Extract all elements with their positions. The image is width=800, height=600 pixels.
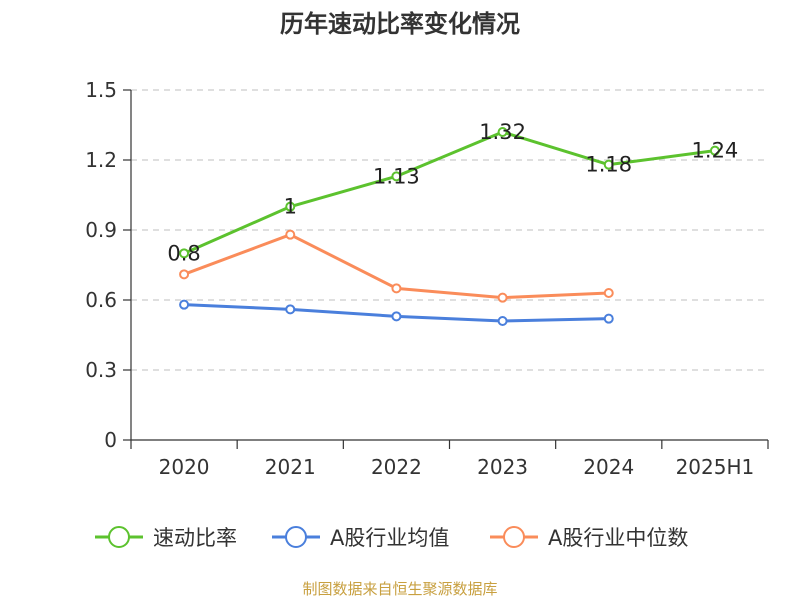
data-point bbox=[179, 269, 190, 280]
data-label: 0.8 bbox=[167, 241, 200, 265]
data-point bbox=[709, 145, 720, 156]
y-tick-label: 1.2 bbox=[85, 148, 117, 172]
data-label: 1.18 bbox=[585, 153, 632, 177]
data-point bbox=[497, 316, 508, 326]
data-label: 1.13 bbox=[373, 164, 420, 188]
x-tick-label: 2022 bbox=[371, 455, 422, 479]
legend-label: 速动比率 bbox=[153, 526, 237, 550]
data-point bbox=[285, 304, 296, 315]
legend-marker bbox=[108, 526, 130, 548]
legend-label: A股行业均值 bbox=[330, 526, 449, 550]
data-point bbox=[179, 248, 190, 259]
data-point bbox=[603, 288, 614, 298]
data-point bbox=[603, 313, 614, 324]
legend-marker bbox=[503, 526, 525, 548]
legend-item[interactable]: A股行业中位数 bbox=[490, 526, 688, 550]
y-tick-label: 0.9 bbox=[85, 218, 117, 242]
series-layer bbox=[179, 127, 720, 326]
y-tick-label: 0 bbox=[104, 428, 117, 452]
data-labels-layer: 0.8 1 1.13 1.32 1.18 1.24 bbox=[167, 120, 738, 265]
data-label: 1.24 bbox=[692, 139, 739, 163]
axes: 0 0.3 0.6 0.9 1.2 1.5 2020 2021 2022 2023 2024 2025… bbox=[85, 78, 769, 479]
x-tick-label: 2023 bbox=[477, 455, 528, 479]
y-tick-label: 0.6 bbox=[85, 288, 117, 312]
data-label: 1.32 bbox=[479, 120, 526, 144]
y-tick-label: 0.3 bbox=[85, 358, 117, 382]
data-point bbox=[391, 171, 402, 182]
legend: 速动比率 A股行业均值 A股行业中位数 bbox=[95, 526, 688, 550]
gridlines bbox=[131, 89, 768, 371]
x-tick-label: 2025H1 bbox=[676, 455, 755, 479]
chart-title: 历年速动比率变化情况 bbox=[280, 10, 520, 38]
data-point bbox=[603, 159, 614, 170]
legend-item[interactable]: 速动比率 bbox=[95, 526, 237, 550]
data-point bbox=[391, 283, 402, 294]
x-tick-label: 2021 bbox=[265, 455, 316, 479]
legend-label: A股行业中位数 bbox=[548, 526, 688, 550]
data-point bbox=[179, 299, 190, 310]
data-point bbox=[497, 292, 508, 303]
x-tick-label: 2024 bbox=[583, 455, 634, 479]
data-point bbox=[285, 201, 296, 212]
x-tick-label: 2020 bbox=[159, 455, 210, 479]
series-line bbox=[183, 130, 716, 255]
data-label: 1 bbox=[284, 195, 297, 219]
y-tick-label: 1.5 bbox=[85, 78, 117, 102]
legend-marker bbox=[285, 526, 307, 548]
data-point bbox=[497, 127, 508, 137]
legend-item[interactable]: A股行业均值 bbox=[272, 526, 449, 550]
data-point bbox=[285, 229, 296, 240]
source-note: 制图数据来自恒生聚源数据库 bbox=[302, 580, 498, 598]
data-point bbox=[391, 311, 402, 322]
